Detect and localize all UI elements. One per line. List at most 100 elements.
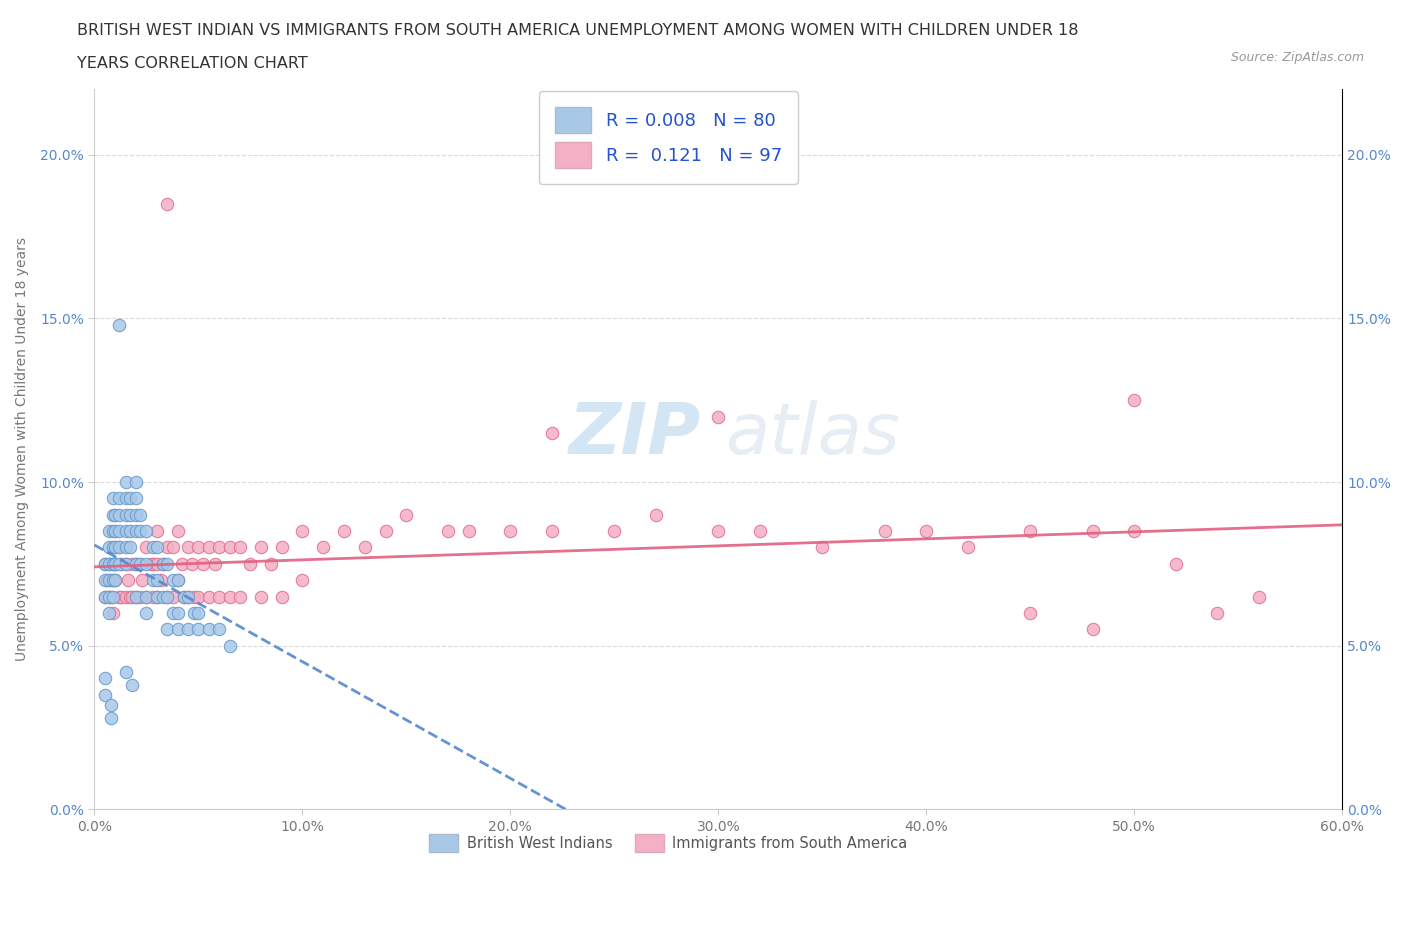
Point <box>121 677 143 692</box>
Point <box>104 524 127 538</box>
Point <box>129 556 152 571</box>
Point <box>118 589 141 604</box>
Text: ZIP: ZIP <box>568 401 700 470</box>
Point <box>97 540 120 555</box>
Point <box>101 589 124 604</box>
Point <box>125 556 148 571</box>
Point <box>156 196 179 211</box>
Point <box>173 589 195 604</box>
Point <box>110 589 132 604</box>
Point <box>146 573 169 588</box>
Point <box>395 507 418 522</box>
Point <box>118 540 141 555</box>
Point <box>1249 589 1271 604</box>
Point <box>101 556 124 571</box>
Point <box>166 622 188 637</box>
Point <box>104 507 127 522</box>
Point <box>94 573 117 588</box>
Point <box>117 573 139 588</box>
Point <box>260 556 283 571</box>
Point <box>97 556 120 571</box>
Point <box>129 589 152 604</box>
Point <box>181 556 204 571</box>
Point <box>100 573 122 588</box>
Point <box>104 573 127 588</box>
Point <box>177 589 200 604</box>
Point <box>152 589 174 604</box>
Point <box>218 589 240 604</box>
Point <box>104 573 127 588</box>
Point <box>249 540 271 555</box>
Point <box>162 540 184 555</box>
Point <box>94 589 117 604</box>
Point <box>118 524 141 538</box>
Text: BRITISH WEST INDIAN VS IMMIGRANTS FROM SOUTH AMERICA UNEMPLOYMENT AMONG WOMEN WI: BRITISH WEST INDIAN VS IMMIGRANTS FROM S… <box>77 23 1078 38</box>
Point <box>108 540 131 555</box>
Point <box>146 589 169 604</box>
Point <box>187 622 209 637</box>
Point <box>108 491 131 506</box>
Point <box>183 605 205 620</box>
Point <box>187 540 209 555</box>
Point <box>100 711 122 725</box>
Point <box>101 605 124 620</box>
Point <box>94 589 117 604</box>
Y-axis label: Unemployment Among Women with Children Under 18 years: Unemployment Among Women with Children U… <box>15 237 30 661</box>
Point <box>97 573 120 588</box>
Point <box>291 573 314 588</box>
Point <box>437 524 460 538</box>
Point <box>114 524 136 538</box>
Point <box>249 589 271 604</box>
Point <box>197 622 219 637</box>
Point <box>270 540 292 555</box>
Point <box>333 524 356 538</box>
Point <box>1123 524 1146 538</box>
Point <box>541 524 564 538</box>
Point <box>177 589 200 604</box>
Point <box>125 589 148 604</box>
Point <box>1081 622 1104 637</box>
Point <box>125 507 148 522</box>
Point <box>94 556 117 571</box>
Point <box>1081 524 1104 538</box>
Point <box>129 507 152 522</box>
Point <box>118 507 141 522</box>
Point <box>125 556 148 571</box>
Point <box>104 556 127 571</box>
Point <box>100 589 122 604</box>
Point <box>146 556 169 571</box>
Point <box>146 524 169 538</box>
Point <box>101 524 124 538</box>
Point <box>139 556 162 571</box>
Point <box>915 524 938 538</box>
Point <box>101 573 124 588</box>
Point <box>146 589 169 604</box>
Point <box>114 474 136 489</box>
Point <box>156 622 179 637</box>
Point <box>114 491 136 506</box>
Point <box>191 556 214 571</box>
Point <box>118 491 141 506</box>
Point <box>707 409 730 424</box>
Point <box>873 524 896 538</box>
Point <box>707 524 730 538</box>
Point <box>108 507 131 522</box>
Point <box>1206 605 1229 620</box>
Point <box>312 540 335 555</box>
Point <box>142 540 165 555</box>
Point <box>142 556 165 571</box>
Point <box>183 589 205 604</box>
Point <box>101 491 124 506</box>
Point <box>541 426 564 441</box>
Point <box>94 556 117 571</box>
Point <box>374 524 396 538</box>
Point <box>218 540 240 555</box>
Point <box>1019 605 1042 620</box>
Legend: British West Indians, Immigrants from South America: British West Indians, Immigrants from So… <box>422 827 915 859</box>
Point <box>114 507 136 522</box>
Point <box>129 524 152 538</box>
Point <box>135 589 157 604</box>
Point <box>162 589 184 604</box>
Point <box>162 573 184 588</box>
Point <box>162 605 184 620</box>
